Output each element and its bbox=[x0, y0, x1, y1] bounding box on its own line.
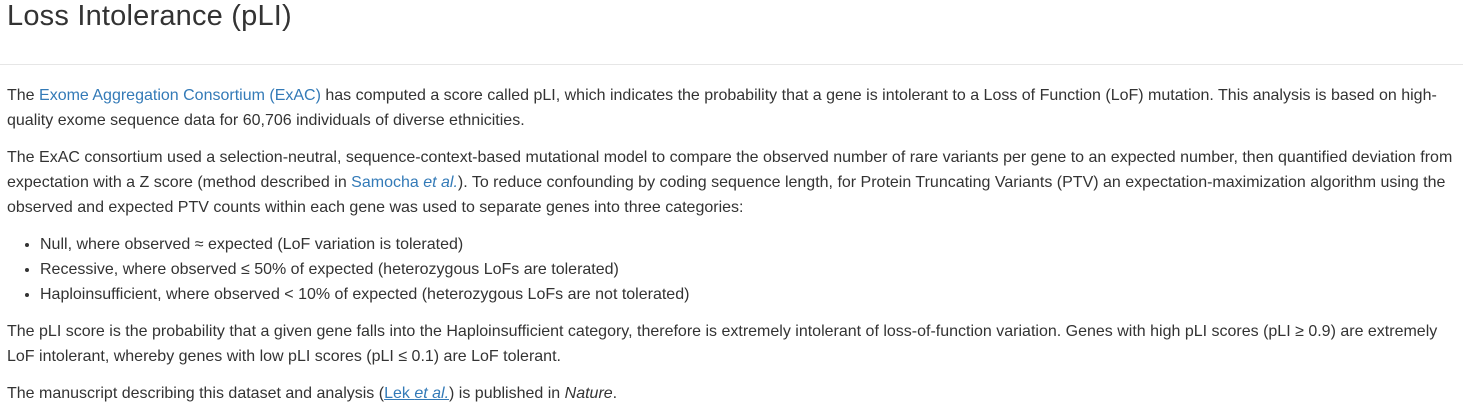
samocha-link-name: Samocha bbox=[351, 174, 424, 191]
method-paragraph: The ExAC consortium used a selection-neu… bbox=[7, 145, 1457, 220]
manuscript-paragraph: The manuscript describing this dataset a… bbox=[7, 381, 1457, 406]
samocha-link[interactable]: Samocha et al. bbox=[351, 174, 458, 191]
category-recessive: Recessive, where observed ≤ 50% of expec… bbox=[40, 257, 1457, 282]
intro-text-start: The bbox=[7, 87, 40, 104]
pli-panel: Loss Intolerance (pLI) The Exome Aggrega… bbox=[0, 0, 1463, 409]
category-list: Null, where observed ≈ expected (LoF var… bbox=[7, 232, 1457, 307]
lek-link-etal: et al. bbox=[414, 385, 450, 402]
intro-text-end: has computed a score called pLI, which i… bbox=[7, 87, 1437, 129]
lek-link[interactable]: Lek et al. bbox=[384, 385, 449, 402]
title-divider bbox=[0, 64, 1463, 65]
exac-link[interactable]: Exome Aggregation Consortium (ExAC) bbox=[39, 87, 321, 104]
manuscript-text-mid: ) is published in bbox=[449, 385, 565, 402]
pli-description: The Exome Aggregation Consortium (ExAC) … bbox=[7, 83, 1457, 418]
page-title: Loss Intolerance (pLI) bbox=[7, 0, 292, 32]
samocha-link-etal: et al. bbox=[423, 174, 458, 191]
journal-name: Nature bbox=[564, 385, 613, 402]
method-text-end: ). To reduce confounding by coding seque… bbox=[7, 174, 1446, 216]
score-paragraph: The pLI score is the probability that a … bbox=[7, 323, 1438, 365]
category-null: Null, where observed ≈ expected (LoF var… bbox=[40, 232, 1457, 257]
manuscript-text-start: The manuscript describing this dataset a… bbox=[7, 385, 385, 402]
intro-paragraph: The Exome Aggregation Consortium (ExAC) … bbox=[7, 83, 1457, 133]
lek-link-name: Lek bbox=[384, 385, 415, 402]
method-text-start: The ExAC consortium used a selection-neu… bbox=[7, 149, 1453, 191]
category-haploinsufficient: Haploinsufficient, where observed < 10% … bbox=[40, 282, 1457, 307]
manuscript-text-end: . bbox=[612, 385, 618, 402]
